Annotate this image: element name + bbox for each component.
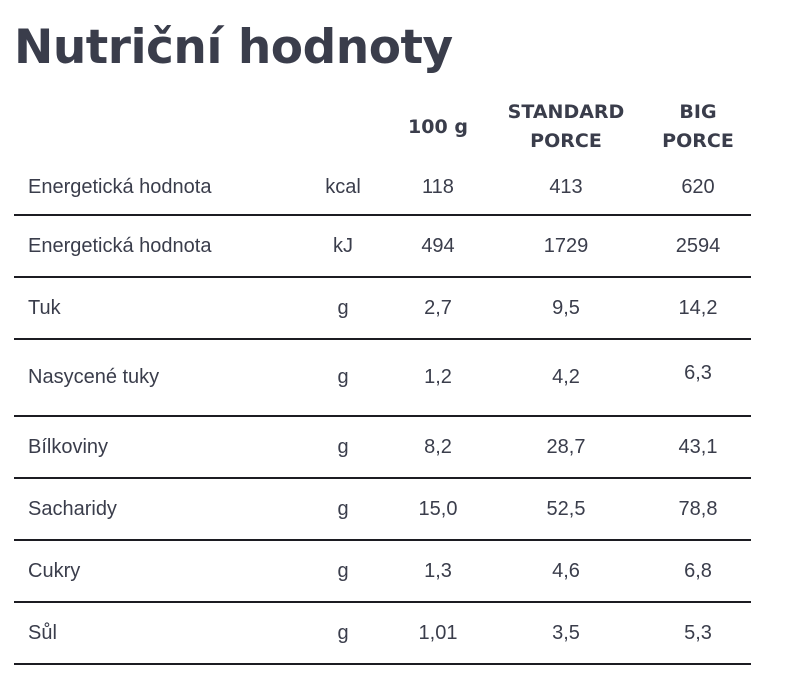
nutrition-table: 100 g STANDARD PORCE BIG PORCE Energetic… [14, 98, 751, 665]
nutrient-name: Bílkoviny [28, 435, 109, 458]
value-standard: 4,6 [552, 559, 580, 582]
value-big: 43,1 [678, 435, 718, 458]
nutrient-unit: g [337, 497, 349, 520]
value-big: 78,8 [678, 497, 718, 520]
value-100g: 1,3 [424, 559, 452, 582]
value-standard: 52,5 [546, 497, 586, 520]
header-standard-portion: STANDARD PORCE [492, 98, 640, 156]
nutrient-name: Nasycené tuky [28, 366, 160, 388]
value-100g: 15,0 [418, 497, 458, 520]
table-row: Tuk g 2,7 9,5 14,2 [14, 278, 751, 340]
value-standard: 28,7 [546, 435, 586, 458]
value-standard: 413 [549, 175, 583, 198]
value-big: 6,3 [684, 362, 712, 384]
table-header-row: 100 g STANDARD PORCE BIG PORCE [14, 98, 751, 160]
header-100g: 100 g [408, 116, 468, 138]
table-row: Energetická hodnota kcal 118 413 620 [14, 160, 751, 216]
table-row: Energetická hodnota kJ 494 1729 2594 [14, 216, 751, 278]
nutrient-name: Cukry [28, 559, 81, 582]
value-100g: 2,7 [424, 296, 452, 319]
value-standard: 9,5 [552, 296, 580, 319]
value-100g: 494 [421, 234, 455, 257]
value-big: 620 [681, 175, 715, 198]
nutrient-unit: g [337, 435, 349, 458]
page-title: Nutriční hodnoty [14, 20, 453, 75]
nutrient-unit: kJ [333, 234, 353, 257]
nutrient-unit: g [337, 621, 349, 644]
header-big-line2: PORCE [662, 130, 734, 152]
header-standard-line2: PORCE [530, 130, 602, 152]
value-standard: 4,2 [552, 366, 580, 388]
nutrient-name: Tuk [28, 296, 61, 319]
nutrient-unit: g [337, 296, 349, 319]
nutrient-name: Sůl [28, 621, 57, 644]
table-row: Cukry g 1,3 4,6 6,8 [14, 541, 751, 603]
table-row: Sůl g 1,01 3,5 5,3 [14, 603, 751, 665]
header-standard-line1: STANDARD [507, 101, 625, 123]
value-100g: 1,01 [418, 621, 458, 644]
value-big: 2594 [675, 234, 721, 257]
value-standard: 1729 [543, 234, 589, 257]
nutrient-name: Energetická hodnota [28, 234, 212, 257]
value-100g: 8,2 [424, 435, 452, 458]
header-big-line1: BIG [679, 101, 717, 123]
value-100g: 118 [422, 175, 454, 198]
nutrient-unit: g [337, 366, 349, 388]
nutrient-unit: g [337, 559, 349, 582]
table-row: Sacharidy g 15,0 52,5 78,8 [14, 479, 751, 541]
value-big: 14,2 [678, 296, 718, 319]
table-row: Bílkoviny g 8,2 28,7 43,1 [14, 417, 751, 479]
value-standard: 3,5 [552, 621, 580, 644]
header-big-portion: BIG PORCE [642, 98, 754, 156]
value-big: 5,3 [684, 621, 712, 644]
nutrient-name: Sacharidy [28, 497, 117, 520]
value-big: 6,8 [684, 559, 712, 582]
value-100g: 1,2 [424, 366, 452, 388]
table-row: Nasycené tuky g 1,2 4,2 6,3 [14, 340, 751, 417]
nutrient-unit: kcal [325, 175, 361, 198]
nutrient-name: Energetická hodnota [28, 175, 212, 198]
